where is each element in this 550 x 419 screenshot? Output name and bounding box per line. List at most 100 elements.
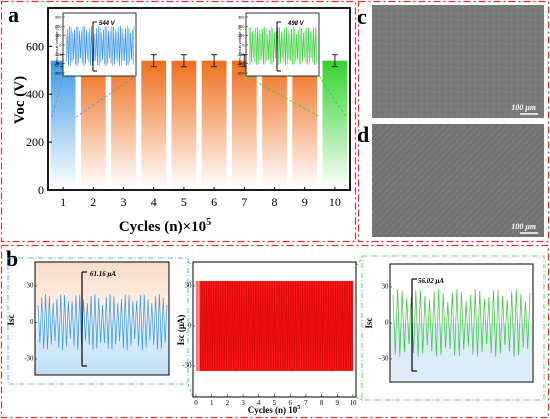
y-tick-label: -100: [53, 52, 62, 57]
zoom-line: [75, 75, 137, 118]
x-tick-label: 5: [273, 399, 277, 407]
y-tick-label: 0: [38, 183, 44, 197]
x-tick-label: 8: [272, 195, 278, 209]
inset-right-ylabel: Open-circuit voltage (V): [237, 24, 242, 67]
scale-bar-c: 100 μm: [511, 103, 536, 112]
panel-b-left-chart: 61.16 μA Isc 30 0 -30: [6, 261, 170, 376]
y-tick-label: 30: [185, 282, 193, 290]
bar: [201, 60, 227, 190]
y-tick-label: 0: [385, 319, 389, 327]
x-tick-label: 3: [121, 195, 127, 209]
y-tick-label: 100: [238, 33, 245, 38]
y-axis-label: Voc (V): [12, 76, 28, 124]
waveform: [37, 294, 168, 350]
bar: [231, 60, 257, 190]
y-axis: 0 200 400 600: [26, 39, 52, 197]
x-tick-label: 3: [241, 399, 245, 407]
x-tick-label: 1: [210, 399, 214, 407]
y-tick-label: -30: [379, 355, 389, 363]
y-tick-label: -200: [236, 61, 245, 66]
panel-b-letter: b: [6, 246, 18, 271]
x-tick-label: 6: [288, 399, 292, 407]
zoom-line: [51, 75, 64, 118]
waveform: [195, 281, 354, 371]
b-middle-ylabel: Isc (μA): [176, 315, 186, 346]
y-tick-label: 0: [188, 322, 192, 330]
y-tick-label: 0: [242, 43, 245, 48]
y-tick-label: -30: [24, 355, 34, 363]
y-tick-label: -100: [236, 52, 245, 57]
waveform: [65, 26, 135, 66]
panel-b-right-chart: 56.02 μA Isc 30 0 -30: [364, 263, 534, 383]
waveform: [248, 26, 318, 66]
y-tick-label: 200: [55, 24, 62, 29]
y-tick-label: -300: [53, 71, 62, 76]
panel-d-letter: d: [357, 122, 369, 147]
x-tick-label: 9: [336, 399, 340, 407]
panel-a-chart: 0 200 400 600 1 2 3 4 5 6 7 8 9 10 Voc (V) Cycles (n…: [12, 7, 351, 235]
y-tick-label: 300: [238, 15, 245, 20]
panel-a-letter: a: [8, 2, 19, 27]
x-tick-label: 9: [302, 195, 308, 209]
x-tick-label: 7: [241, 195, 247, 209]
bar: [322, 60, 348, 190]
y-tick-label: 200: [238, 24, 245, 29]
bar: [141, 60, 167, 190]
y-tick-label: 300: [55, 15, 62, 20]
x-tick-label: 4: [257, 399, 261, 407]
panel-b-frame: [0, 244, 550, 419]
bar: [171, 60, 197, 190]
x-tick-label: 4: [151, 195, 157, 209]
y-tick-label: 0: [30, 318, 34, 326]
panel-a-frame: [0, 0, 357, 243]
x-tick-label: 2: [90, 195, 96, 209]
y-tick-label: 0: [59, 43, 62, 48]
bar: [50, 60, 76, 190]
x-axis: 1 2 3 4 5 6 7 8 9 10: [60, 187, 341, 209]
signal-band-start: [196, 281, 200, 371]
x-tick-label: 2: [226, 399, 230, 407]
x-tick-label: 6: [211, 195, 217, 209]
x-tick-label: 10: [350, 399, 358, 407]
inset-left: 544 V Open-circuit voltage (V) 300 200 100…: [53, 12, 137, 77]
x-tick-label: 5: [181, 195, 187, 209]
inset-left-annotation: 544 V: [99, 21, 116, 27]
bar: [111, 60, 136, 190]
b-left-annotation: 61.16 μA: [90, 270, 116, 278]
x-axis-label: Cycles (n)×105: [119, 217, 211, 235]
y-tick-label: 200: [26, 135, 44, 149]
panel-cd-frame: [357, 0, 550, 243]
scale-bar-d: 100 μm: [511, 222, 536, 231]
y-tick-label: -300: [236, 71, 245, 76]
y-tick-label: 30: [382, 283, 390, 291]
y-tick-label: 30: [27, 282, 35, 290]
y-tick-label: 400: [26, 87, 44, 101]
inset-right-annotation: 498 V: [287, 21, 305, 27]
bar-series: [50, 54, 348, 190]
x-tick-label: 7: [304, 399, 308, 407]
panel-c-letter: c: [357, 4, 367, 29]
x-tick-label: 1: [60, 195, 66, 209]
x-tick-label: 8: [320, 399, 324, 407]
inset-right: 498 V Open-circuit voltage (V) 300 200 100…: [236, 12, 320, 77]
x-tick-label: 0: [194, 399, 198, 407]
b-middle-xlabel: Cycles (n) 105: [248, 405, 301, 415]
y-tick-label: -200: [53, 61, 62, 66]
sem-image-c: 100 μm: [372, 5, 544, 118]
zoom-line: [245, 75, 321, 118]
waveform: [392, 288, 531, 358]
y-tick-label: 600: [26, 39, 44, 53]
y-tick-label: 100: [55, 33, 62, 38]
panel-b-middle-chart: Isc (μA) 30 0 -30 0 1 2 3 4 5 6 7 8 9 10 Cycles (n) 1…: [176, 261, 358, 415]
b-right-annotation: 56.02 μA: [418, 277, 444, 285]
bar: [292, 60, 318, 190]
b-right-ylabel: Isc: [364, 317, 374, 328]
bar: [262, 60, 287, 190]
sem-image-d: 100 μm: [372, 124, 544, 237]
zoom-line: [318, 75, 347, 118]
b-left-ylabel: Isc: [6, 314, 16, 325]
inset-left-ylabel: Open-circuit voltage (V): [54, 24, 59, 67]
y-tick-label: -30: [182, 362, 192, 370]
x-tick-label: 10: [329, 195, 341, 209]
